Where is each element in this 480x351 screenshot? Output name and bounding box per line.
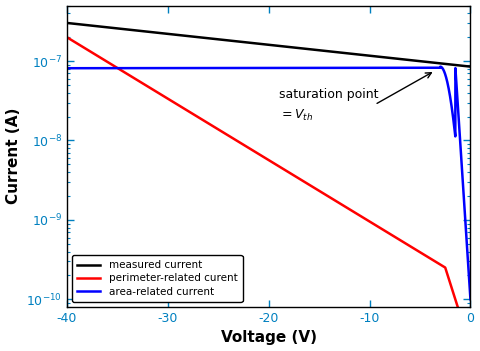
Line: measured current: measured current <box>67 23 470 67</box>
X-axis label: Voltage (V): Voltage (V) <box>221 330 317 345</box>
measured current <box>455 63 461 67</box>
area-related current <box>437 65 443 69</box>
area-related current <box>468 297 473 302</box>
measured current <box>256 42 262 46</box>
area-related current <box>234 66 240 70</box>
perimeter-related curent <box>455 306 461 310</box>
area-related current <box>64 66 70 70</box>
measured current <box>234 39 240 44</box>
measured current <box>64 21 70 25</box>
measured current <box>237 40 242 44</box>
Legend: measured current, perimeter-related curent, area-related current: measured current, perimeter-related cure… <box>72 255 242 302</box>
measured current <box>468 65 473 69</box>
perimeter-related curent <box>435 261 441 265</box>
Line: area-related current: area-related current <box>67 67 470 299</box>
Line: perimeter-related curent: perimeter-related curent <box>67 37 470 347</box>
area-related current <box>455 108 461 112</box>
perimeter-related curent <box>234 138 240 143</box>
area-related current <box>256 66 262 70</box>
measured current <box>357 53 363 57</box>
measured current <box>435 61 441 65</box>
perimeter-related curent <box>256 152 262 156</box>
perimeter-related curent <box>237 140 242 145</box>
Text: $=V_{th}$: $=V_{th}$ <box>279 108 313 123</box>
area-related current <box>357 66 363 70</box>
area-related current <box>435 66 441 70</box>
area-related current <box>237 66 242 70</box>
Text: saturation point: saturation point <box>279 88 378 101</box>
perimeter-related curent <box>468 345 473 349</box>
perimeter-related curent <box>64 35 70 39</box>
perimeter-related curent <box>357 214 363 218</box>
Y-axis label: Current (A): Current (A) <box>6 108 21 205</box>
